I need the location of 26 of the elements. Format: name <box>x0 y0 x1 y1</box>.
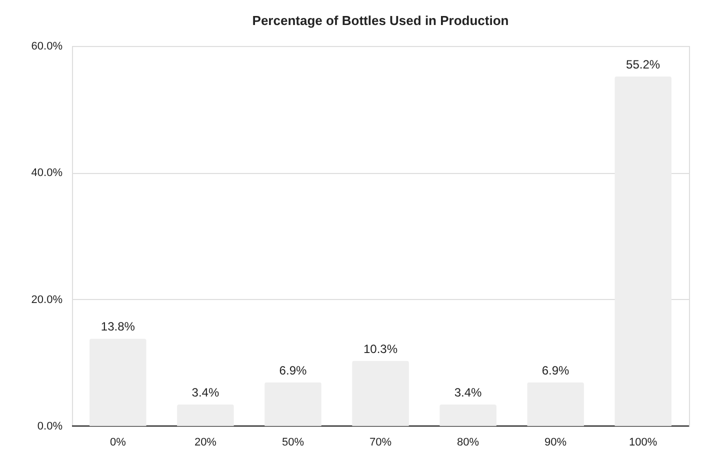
bar <box>352 360 409 426</box>
bar <box>90 338 146 426</box>
y-tick-label: 0.0% <box>37 420 63 432</box>
bar <box>440 404 496 426</box>
data-label: 10.3% <box>363 342 398 356</box>
bar <box>264 382 322 426</box>
x-tick-label: 80% <box>457 436 480 448</box>
data-label: 55.2% <box>626 57 660 72</box>
data-label: 3.4% <box>192 385 220 400</box>
x-tick-label: 0% <box>110 436 126 448</box>
y-tick-label: 20.0% <box>31 294 63 306</box>
data-label: 6.9% <box>542 363 570 378</box>
data-label: 13.8% <box>100 320 136 334</box>
chart-title: Percentage of Bottles Used in Production <box>252 13 509 28</box>
bar <box>614 76 672 426</box>
x-tick-label: 20% <box>194 436 217 448</box>
y-tick-label: 60.0% <box>31 40 63 52</box>
data-label: 3.4% <box>454 385 482 400</box>
y-tick-label: 40.0% <box>31 167 63 180</box>
x-tick-label: 50% <box>282 436 304 448</box>
bar <box>177 404 234 426</box>
x-tick-label: 90% <box>544 436 567 448</box>
data-label: 6.9% <box>279 363 307 378</box>
bar <box>527 382 584 426</box>
x-tick-label: 70% <box>369 436 392 448</box>
x-tick-label: 100% <box>628 436 658 448</box>
